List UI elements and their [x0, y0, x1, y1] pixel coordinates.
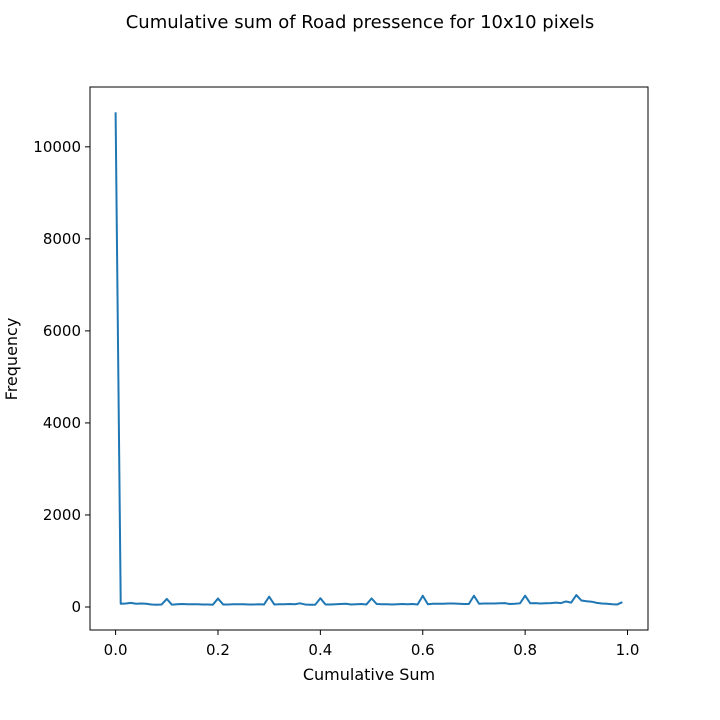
- series-line-0: [114, 112, 623, 606]
- x-tick-label: 0.8: [513, 641, 537, 659]
- y-tick-label: 8000: [43, 230, 81, 248]
- x-tick-label: 0.4: [308, 641, 332, 659]
- plot-frame: [89, 86, 649, 631]
- x-tick-label: 0.2: [206, 641, 230, 659]
- y-tick-label: 2000: [43, 506, 81, 524]
- y-axis-label: Frequency: [2, 318, 21, 401]
- x-tick-label: 0.6: [411, 641, 435, 659]
- x-axis: 0.0 0.2 0.4 0.6 0.8 1.0: [104, 630, 640, 659]
- y-tick-label: 10000: [33, 138, 81, 156]
- chart-title: Cumulative sum of Road pressence for 10x…: [126, 12, 595, 33]
- y-tick-label: 4000: [43, 414, 81, 432]
- plot-area: [114, 112, 623, 606]
- y-tick-label: 0: [71, 598, 81, 616]
- x-tick-label: 0.0: [104, 641, 128, 659]
- y-axis: 0 2000 4000 6000 8000 10000: [33, 138, 90, 616]
- x-tick-label: 1.0: [616, 641, 640, 659]
- x-axis-label: Cumulative Sum: [303, 665, 435, 684]
- y-tick-label: 6000: [43, 322, 81, 340]
